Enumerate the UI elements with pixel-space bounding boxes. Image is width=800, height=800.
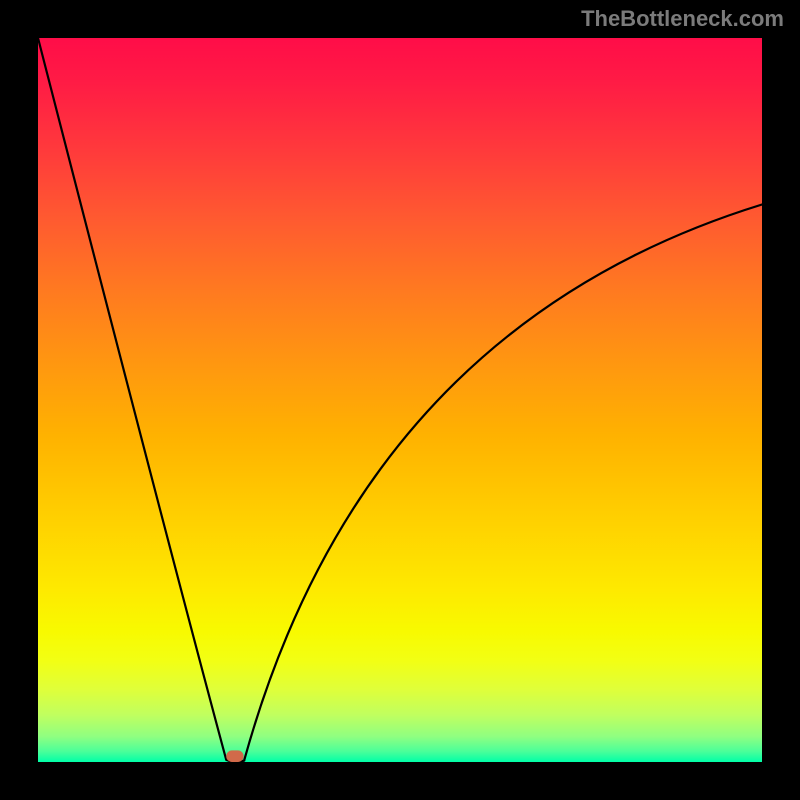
plot-area — [38, 38, 762, 762]
figure-root: TheBottleneck.com — [0, 0, 800, 800]
bottleneck-curve — [38, 38, 762, 762]
optimal-point-marker — [226, 750, 243, 762]
curve-layer — [38, 38, 762, 762]
watermark-text: TheBottleneck.com — [581, 6, 784, 32]
